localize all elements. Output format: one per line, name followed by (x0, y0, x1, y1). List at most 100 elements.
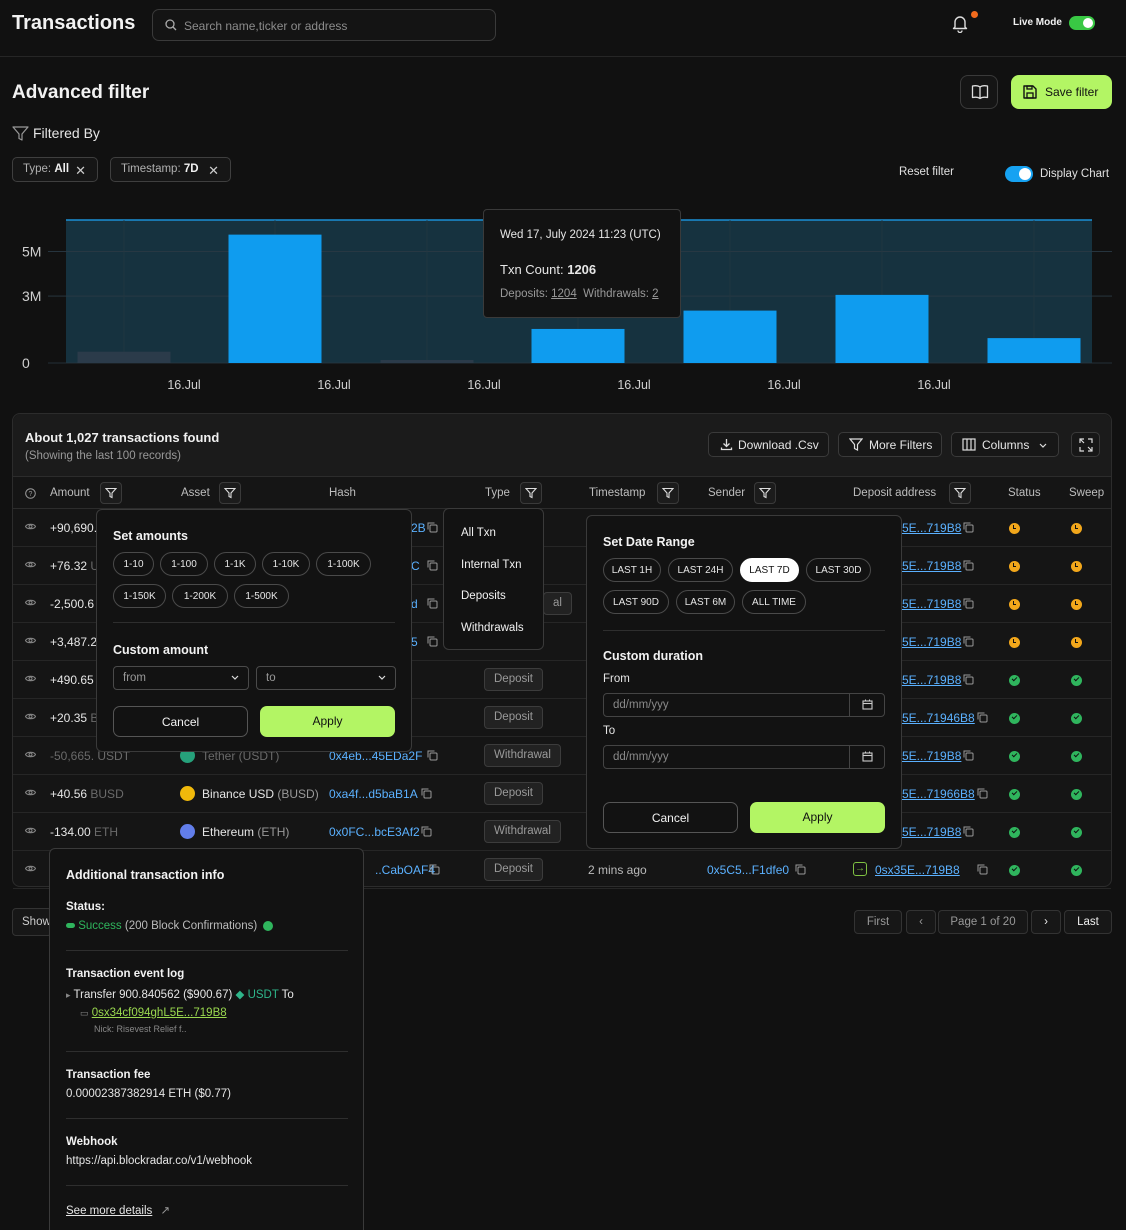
amount-option[interactable]: 1-100 (160, 552, 208, 576)
copy-icon[interactable] (977, 864, 988, 875)
copy-icon[interactable] (429, 864, 440, 875)
amount-to-select[interactable]: to (256, 666, 396, 690)
asset-filter-button[interactable] (219, 482, 241, 504)
prev-page-button[interactable]: ‹ (906, 910, 936, 934)
table-row[interactable]: +76.32 U C 5E...719B8 (13, 547, 1111, 585)
table-row[interactable]: +40.56 BUSD Binance USD (BUSD) 0xa4f...d5b… (13, 775, 1111, 813)
amount-option[interactable]: 1-500K (234, 584, 289, 608)
copy-icon[interactable] (427, 598, 438, 609)
book-button[interactable] (960, 75, 998, 109)
copy-icon[interactable] (421, 826, 432, 837)
copy-icon[interactable] (977, 712, 988, 723)
date-from-input[interactable]: dd/mm/yyy (603, 693, 885, 717)
table-row[interactable]: +20.35 B Deposit 5E...71946B8 (13, 699, 1111, 737)
hash-value[interactable]: C (411, 559, 420, 573)
hash-value[interactable]: 0x4eb...45EDa2F (329, 749, 423, 763)
view-icon[interactable] (25, 674, 36, 683)
copy-icon[interactable] (977, 788, 988, 799)
copy-icon[interactable] (963, 598, 974, 609)
copy-icon[interactable] (421, 788, 432, 799)
amount-filter-button[interactable] (100, 482, 122, 504)
reset-filter-link[interactable]: Reset filter (899, 166, 954, 178)
deposit-address-link[interactable]: 5E...719B8 (902, 597, 962, 611)
first-page-button[interactable]: First (854, 910, 902, 934)
amount-option[interactable]: 1-10 (113, 552, 154, 576)
filter-chip-timestamp[interactable]: Timestamp: 7D ✕ (110, 157, 231, 182)
deposit-filter-button[interactable] (949, 482, 971, 504)
sender-filter-button[interactable] (754, 482, 776, 504)
sender-value[interactable]: 0x5C5...F1dfe0 (707, 863, 790, 877)
hash-value[interactable]: 0x0FC...bcE3Af2 (329, 825, 420, 839)
date-cancel-button[interactable]: Cancel (603, 802, 738, 833)
copy-icon[interactable] (427, 522, 438, 533)
last-page-button[interactable]: Last (1064, 910, 1112, 934)
display-chart-toggle[interactable] (1005, 166, 1033, 182)
view-icon[interactable] (25, 788, 36, 797)
see-more-link[interactable]: See more details (66, 1205, 153, 1217)
hash-value[interactable]: 5 (411, 635, 418, 649)
copy-icon[interactable] (427, 750, 438, 761)
amount-option[interactable]: 1-150K (113, 584, 166, 608)
table-row[interactable]: -134.00 ETH Ethereum (ETH) 0x0FC...bcE3Af2… (13, 813, 1111, 851)
deposit-address-link[interactable]: 5E...71946B8 (902, 711, 975, 725)
type-option-all[interactable]: All Txn (461, 527, 496, 539)
next-page-button[interactable]: › (1031, 910, 1061, 934)
date-option[interactable]: LAST 1H (603, 558, 661, 582)
view-icon[interactable] (25, 560, 36, 569)
view-icon[interactable] (25, 750, 36, 759)
date-option[interactable]: LAST 30D (806, 558, 871, 582)
table-row[interactable]: ..CabOAF4 Deposit 2 mins ago 0x5C5...F1dfe0… (13, 851, 1111, 889)
deposit-address-link[interactable]: 0sx35E...719B8 (875, 863, 960, 877)
hash-value[interactable]: 0xa4f...d5baB1A (329, 787, 418, 801)
table-row[interactable]: +3,487.2 5 5E...719B8 (13, 623, 1111, 661)
download-csv-button[interactable]: Download .Csv (708, 432, 829, 457)
type-option-withdrawals[interactable]: Withdrawals (461, 622, 524, 634)
amount-from-select[interactable]: from (113, 666, 249, 690)
view-icon[interactable] (25, 522, 36, 531)
close-icon[interactable]: ✕ (75, 163, 86, 178)
hash-value[interactable]: d (411, 597, 418, 611)
table-row[interactable]: +90,690. 2B 5E...719B8 (13, 509, 1111, 547)
event-address-link[interactable]: 0sx34cf094ghL5E...719B8 (91, 1007, 227, 1019)
deposit-address-link[interactable]: 5E...719B8 (902, 749, 962, 763)
copy-icon[interactable] (795, 864, 806, 875)
save-filter-button[interactable]: Save filter (1011, 75, 1112, 109)
date-apply-button[interactable]: Apply (750, 802, 885, 833)
date-option[interactable]: LAST 90D (603, 590, 669, 614)
date-option[interactable]: LAST 24H (668, 558, 733, 582)
expand-button[interactable] (1071, 432, 1100, 457)
show-select[interactable]: Show (12, 908, 52, 936)
type-option-internal[interactable]: Internal Txn (461, 559, 522, 571)
search-box[interactable] (152, 9, 496, 41)
table-row[interactable]: -2,500.6 d al 5E...719B8 (13, 585, 1111, 623)
deposit-address-link[interactable]: 5E...719B8 (902, 825, 962, 839)
deposit-address-link[interactable]: 5E...719B8 (902, 521, 962, 535)
hash-value[interactable]: 2B (411, 521, 426, 535)
date-option[interactable]: LAST 6M (676, 590, 735, 614)
amount-apply-button[interactable]: Apply (260, 706, 395, 737)
date-option[interactable]: ALL TIME (742, 590, 806, 614)
view-icon[interactable] (25, 636, 36, 645)
timestamp-filter-button[interactable] (657, 482, 679, 504)
amount-option[interactable]: 1-10K (262, 552, 310, 576)
deposit-address-link[interactable]: 5E...71966B8 (902, 787, 975, 801)
deposit-address-link[interactable]: 5E...719B8 (902, 673, 962, 687)
type-option-deposits[interactable]: Deposits (461, 590, 506, 602)
copy-icon[interactable] (427, 560, 438, 571)
bell-icon[interactable] (950, 13, 970, 33)
view-icon[interactable] (25, 826, 36, 835)
filter-chip-type[interactable]: Type: All ✕ (12, 157, 98, 182)
amount-option[interactable]: 1-1K (214, 552, 256, 576)
deposit-address-link[interactable]: 5E...719B8 (902, 559, 962, 573)
close-icon[interactable]: ✕ (208, 163, 219, 178)
amount-cancel-button[interactable]: Cancel (113, 706, 248, 737)
table-row[interactable]: +490.65 Deposit 5E...719B8 (13, 661, 1111, 699)
copy-icon[interactable] (427, 636, 438, 647)
amount-option[interactable]: 1-200K (172, 584, 228, 608)
amount-option[interactable]: 1-100K (316, 552, 371, 576)
copy-icon[interactable] (963, 636, 974, 647)
search-input[interactable] (184, 17, 484, 35)
live-mode-toggle[interactable] (1069, 16, 1095, 30)
type-filter-button[interactable] (520, 482, 542, 504)
hash-value[interactable]: ..CabOAF4 (375, 863, 436, 877)
